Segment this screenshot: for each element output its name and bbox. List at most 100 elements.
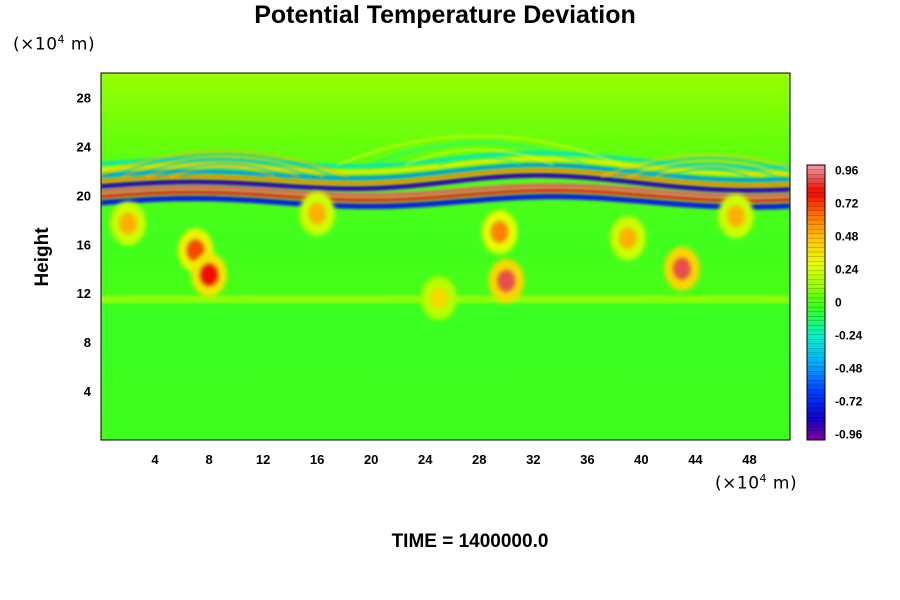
heatmap-feature	[490, 221, 509, 244]
x-tick-label: 24	[418, 452, 433, 467]
colorbar-segment	[807, 311, 825, 317]
colorbar-segment	[807, 430, 825, 436]
heatmap-feature	[497, 269, 516, 292]
heatmap-band	[181, 167, 264, 178]
heatmap-band	[101, 183, 790, 198]
colorbar-segment	[807, 178, 825, 184]
colorbar-segment	[807, 233, 825, 239]
heatmap-band	[370, 141, 588, 166]
y-tick-label: 28	[77, 90, 91, 105]
colorbar-segment	[807, 348, 825, 354]
colorbar-segment	[807, 270, 825, 276]
heatmap-band	[101, 172, 790, 193]
colorbar-segment	[807, 215, 825, 221]
colorbar-segment	[807, 343, 825, 349]
colorbar-frame	[806, 164, 826, 441]
colorbar-segment	[807, 183, 825, 189]
colorbar-segment	[807, 403, 825, 409]
heatmap-band	[169, 165, 276, 178]
colorbar-segment	[807, 247, 825, 253]
colorbar-segment	[807, 197, 825, 203]
colorbar-segment	[807, 389, 825, 395]
x-tick-label: 48	[742, 452, 756, 467]
y-tick-label: 8	[84, 335, 91, 350]
colorbar-tick-label: -0.24	[835, 329, 863, 343]
heatmap-band	[108, 152, 337, 178]
chart-title: Potential Temperature Deviation	[254, 1, 636, 29]
colorbar-segment	[807, 325, 825, 331]
x-tick-label: 28	[472, 452, 486, 467]
y-tick-label: 16	[77, 237, 91, 252]
x-tick-label: 12	[256, 452, 270, 467]
heatmap-band	[101, 168, 790, 187]
colorbar-tick-label: -0.72	[835, 395, 863, 409]
x-tick-label: 44	[688, 452, 703, 467]
colorbar-segment	[807, 362, 825, 368]
heatmap-band	[668, 167, 750, 178]
y-axis-unit: (×104 m)	[13, 33, 96, 55]
y-tick-label: 20	[77, 188, 91, 203]
plot-frame	[100, 72, 791, 441]
heatmap-field	[101, 73, 790, 440]
colorbar-segment	[807, 394, 825, 400]
colorbar-segment	[807, 206, 825, 212]
colorbar-segment	[807, 330, 825, 336]
colorbar-segment	[807, 426, 825, 432]
colorbar-segment	[807, 380, 825, 386]
x-tick-label: 32	[526, 452, 540, 467]
heatmap-feature	[200, 263, 218, 286]
colorbar-segment	[807, 435, 825, 441]
colorbar-segment	[807, 320, 825, 326]
colorbar-segment	[807, 256, 825, 262]
colorbar-segment	[807, 187, 825, 193]
colorbar-segment	[807, 210, 825, 216]
heatmap-band	[404, 148, 554, 166]
y-tick-label: 24	[77, 139, 92, 154]
colorbar-tick-label: -0.48	[835, 362, 863, 376]
colorbar-segment	[807, 238, 825, 244]
colorbar-segment	[807, 275, 825, 281]
colorbar-segment	[807, 201, 825, 207]
colorbar-segment	[807, 375, 825, 381]
colorbar-segment	[807, 407, 825, 413]
colorbar-segment	[807, 165, 825, 171]
x-axis-unit: (×104 m)	[715, 472, 798, 494]
colorbar-segment	[807, 307, 825, 313]
colorbar-tick-label: 0.72	[835, 197, 859, 211]
colorbar-segment	[807, 293, 825, 299]
colorbar-segment	[807, 169, 825, 175]
heatmap-band	[101, 163, 790, 182]
x-tick-label: 16	[310, 452, 324, 467]
heatmap-band	[101, 193, 790, 210]
heatmap-feature	[673, 257, 691, 280]
heatmap-band	[157, 162, 288, 178]
y-tick-label: 4	[84, 384, 92, 399]
colorbar-segment	[807, 366, 825, 372]
heatmap-feature	[429, 287, 448, 310]
colorbar-segment	[807, 265, 825, 271]
heatmap-band	[145, 160, 300, 178]
heatmap-feature	[308, 202, 327, 225]
time-label: TIME = 1400000.0	[391, 531, 549, 552]
x-tick-label: 8	[205, 452, 212, 467]
heatmap-band	[654, 165, 764, 178]
colorbar-segment	[807, 421, 825, 427]
colorbar-tick-label: 0.96	[835, 164, 859, 178]
heatmap-feature	[119, 212, 137, 235]
colorbar-segment	[807, 252, 825, 258]
colorbar-segment	[807, 302, 825, 308]
colorbar-segment	[807, 334, 825, 340]
heatmap-band	[600, 153, 790, 178]
x-tick-label: 4	[151, 452, 159, 467]
colorbar-segment	[807, 279, 825, 285]
heatmap-band	[613, 156, 790, 178]
heatmap-band	[101, 157, 790, 176]
heatmap-band	[101, 188, 790, 203]
y-tick-label: 12	[77, 286, 91, 301]
colorbar-tick-label: 0	[835, 296, 842, 310]
colorbar-segment	[807, 412, 825, 418]
heatmap-band	[133, 157, 313, 178]
heatmap-band	[101, 150, 349, 178]
x-tick-label: 20	[364, 452, 378, 467]
